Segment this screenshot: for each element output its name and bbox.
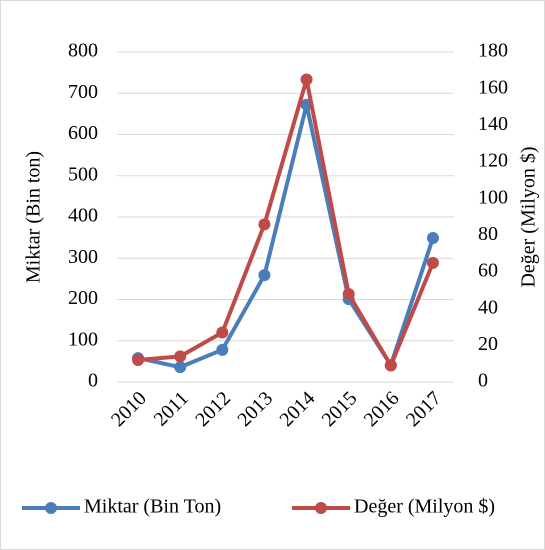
y-tick-label: 400 xyxy=(68,205,98,227)
point xyxy=(300,73,313,86)
point xyxy=(426,232,439,245)
y-tick-label: 100 xyxy=(68,328,98,350)
point xyxy=(342,288,355,300)
point xyxy=(258,269,271,282)
legend-marker xyxy=(45,502,57,514)
y2-tick-label: 20 xyxy=(478,333,498,355)
y-tick-label: 500 xyxy=(68,163,98,185)
legend-label: Değer (Milyon $) xyxy=(354,496,495,518)
point xyxy=(258,218,271,231)
y2-tick-label: 140 xyxy=(478,113,508,135)
legend-marker xyxy=(315,502,327,514)
y-tick-label: 800 xyxy=(68,40,98,62)
y-axis-title: Miktar (Bin ton) xyxy=(23,151,45,283)
y2-tick-label: 120 xyxy=(478,150,508,172)
y2-tick-label: 100 xyxy=(478,186,508,208)
y2-tick-label: 0 xyxy=(478,370,488,392)
y-tick-label: 700 xyxy=(68,81,98,103)
series-line xyxy=(137,77,435,368)
y-tick-label: 300 xyxy=(68,246,98,268)
point xyxy=(174,361,187,374)
y2-axis-title: Değer (Milyon $) xyxy=(518,146,540,287)
y-tick-label: 0 xyxy=(88,370,98,392)
y2-tick-label: 40 xyxy=(478,296,498,318)
y2-tick-label: 180 xyxy=(478,40,508,62)
point xyxy=(132,354,145,366)
point xyxy=(216,326,229,339)
legend-label: Miktar (Bin Ton) xyxy=(84,496,221,518)
y2-tick-label: 80 xyxy=(478,223,498,245)
y2-tick-label: 60 xyxy=(478,260,498,282)
y2-tick-label: 160 xyxy=(478,76,508,98)
y-tick-label: 600 xyxy=(68,122,98,144)
point xyxy=(174,350,187,363)
point xyxy=(216,343,229,356)
y-tick-label: 200 xyxy=(68,287,98,309)
point xyxy=(384,359,397,372)
point xyxy=(426,256,439,269)
